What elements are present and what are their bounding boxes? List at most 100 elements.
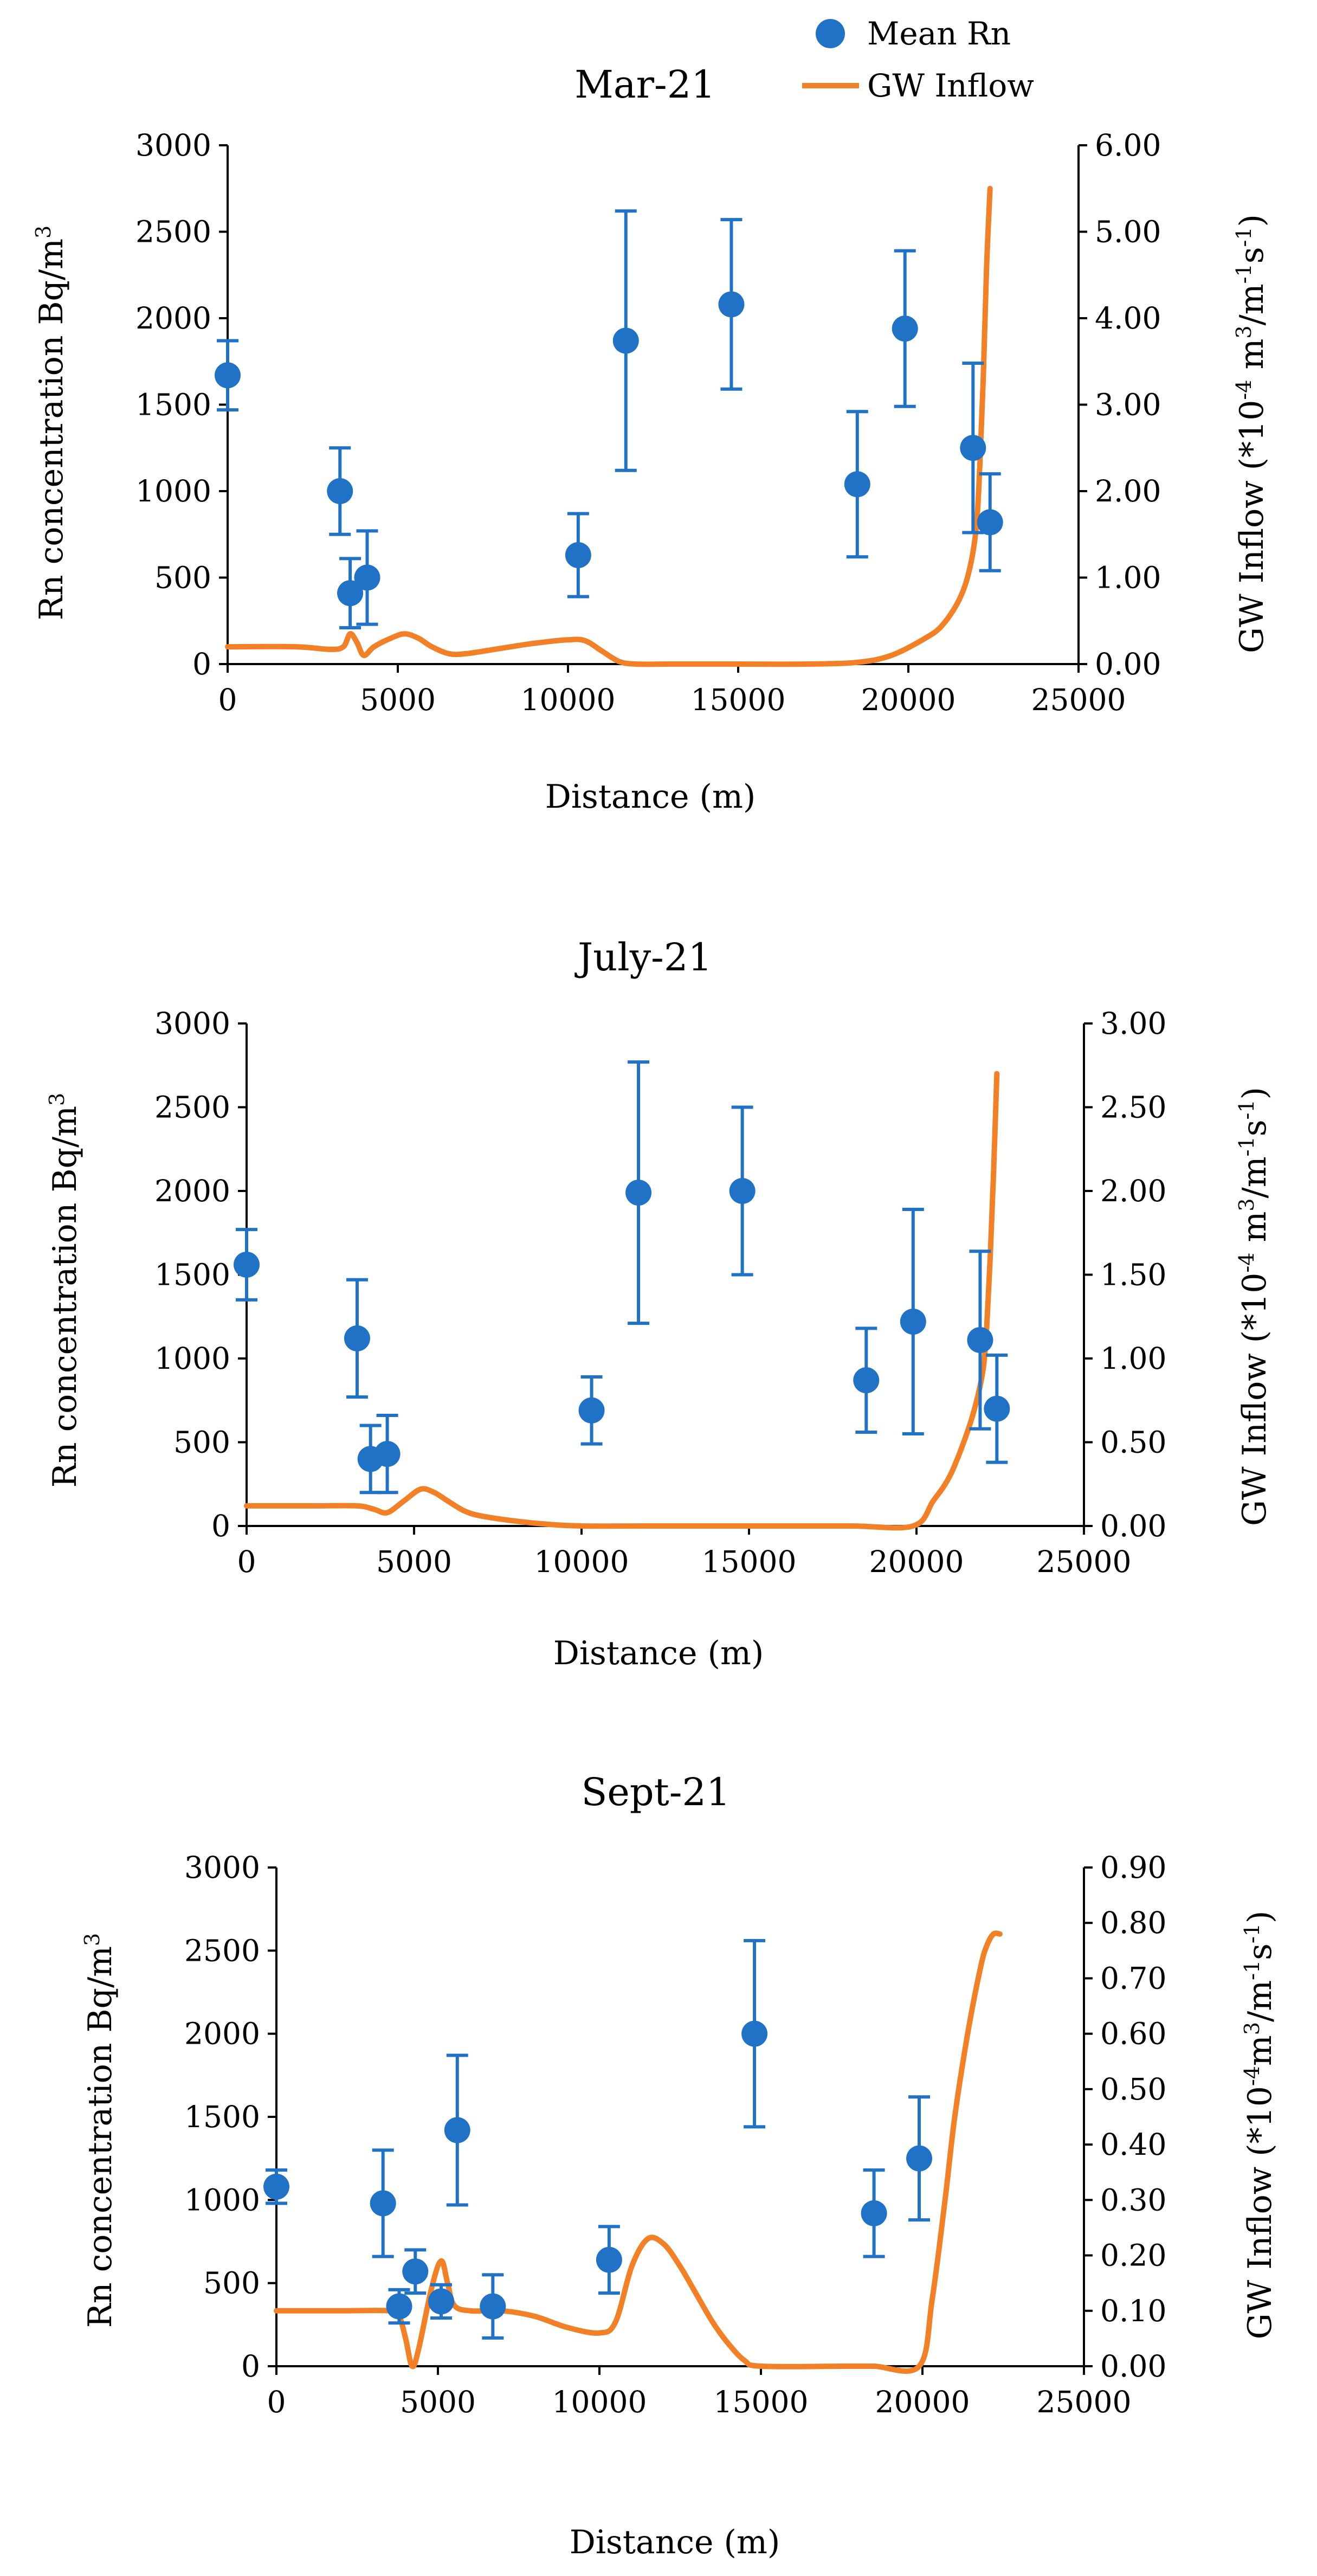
y2-tick-label: 0.60 bbox=[1100, 2017, 1166, 2051]
mean-rn-point bbox=[428, 2288, 454, 2315]
mean-rn-point bbox=[370, 2190, 396, 2217]
mean-rn-point bbox=[861, 2200, 887, 2226]
y-tick-label: 2000 bbox=[135, 301, 211, 336]
y2-tick-label: 6.00 bbox=[1095, 128, 1161, 163]
x-tick-label: 10000 bbox=[534, 1544, 629, 1579]
mean-rn-point bbox=[900, 1309, 926, 1335]
mean-rn-point bbox=[960, 435, 986, 461]
x-tick-label: 20000 bbox=[869, 1544, 964, 1579]
y-axis-label: Rn concentration Bq/m3 bbox=[31, 226, 70, 621]
x-axis-label: Distance (m) bbox=[553, 1634, 764, 1672]
mean-rn-point bbox=[596, 2246, 622, 2273]
mean-rn-point bbox=[741, 2020, 768, 2047]
y-tick-label: 0 bbox=[241, 2349, 260, 2384]
chart-title: Mar-21 bbox=[574, 62, 715, 107]
y2-tick-label: 1.50 bbox=[1100, 1258, 1166, 1292]
gw-inflow-group bbox=[274, 1930, 1003, 2374]
x-tick-label: 10000 bbox=[552, 2385, 647, 2419]
y2-tick-label: 0.50 bbox=[1100, 2072, 1166, 2107]
x-tick-label: 25000 bbox=[1037, 1544, 1132, 1579]
mean-rn-point bbox=[354, 564, 380, 591]
x-tick-label: 5000 bbox=[376, 1544, 452, 1579]
legend-gw-inflow-label: GW Inflow bbox=[867, 67, 1034, 104]
y-tick-label: 2500 bbox=[154, 1090, 230, 1125]
y2-tick-label: 0.00 bbox=[1095, 647, 1161, 681]
chart-title: July-21 bbox=[574, 935, 712, 980]
y-tick-label: 2500 bbox=[184, 1933, 260, 1968]
mean-rn-point bbox=[444, 2117, 470, 2143]
mean-rn-point bbox=[402, 2258, 429, 2285]
y2-axis-label: GW Inflow (*10-4 m3/m-1s-1) bbox=[1232, 214, 1271, 653]
y2-tick-label: 0.30 bbox=[1100, 2182, 1166, 2217]
mean-rn-point bbox=[327, 478, 353, 504]
mean-rn-point bbox=[565, 542, 591, 569]
mean-rn-point bbox=[578, 1397, 605, 1424]
y-tick-label: 0 bbox=[211, 1509, 230, 1543]
gw-inflow-line bbox=[274, 1930, 1003, 2374]
axes-group: 0 500 1000 1500 2000 2500 3000 0.00 1.00 2.00 3.00… bbox=[135, 128, 1161, 717]
mean-rn-point bbox=[892, 315, 918, 342]
mean-rn-point bbox=[263, 2173, 289, 2200]
x-tick-label: 5000 bbox=[360, 682, 436, 717]
mean-rn-group bbox=[234, 1060, 1010, 1495]
x-tick-label: 15000 bbox=[702, 1544, 797, 1579]
mean-rn-point bbox=[984, 1395, 1010, 1422]
x-tick-label: 0 bbox=[237, 1544, 256, 1579]
y2-tick-label: 2.00 bbox=[1095, 474, 1161, 508]
y-tick-label: 1000 bbox=[135, 474, 211, 508]
mean-rn-point bbox=[386, 2293, 412, 2320]
mean-rn-point bbox=[337, 580, 364, 607]
chart-mar-21: Mar-21 0 500 1000 1500 2000 2500 3000 0.00 1.00 2… bbox=[31, 62, 1271, 816]
y-tick-label: 500 bbox=[154, 561, 211, 595]
gw-inflow-group bbox=[225, 185, 993, 667]
mean-rn-point bbox=[718, 291, 745, 318]
mean-rn-point bbox=[625, 1180, 652, 1206]
mean-rn-point bbox=[374, 1441, 401, 1467]
y-tick-label: 1500 bbox=[135, 388, 211, 422]
x-tick-label: 25000 bbox=[1037, 2385, 1132, 2419]
mean-rn-point bbox=[234, 1251, 260, 1278]
y-tick-label: 1500 bbox=[184, 2100, 260, 2134]
axes-group: 0 500 1000 1500 2000 2500 3000 0.00 0.10 0.20 0.30… bbox=[184, 1850, 1166, 2419]
mean-rn-point bbox=[906, 2145, 933, 2172]
x-tick-label: 10000 bbox=[521, 682, 616, 717]
x-tick-label: 20000 bbox=[861, 682, 956, 717]
x-axis-label: Distance (m) bbox=[570, 2523, 780, 2561]
legend-mean-rn-label: Mean Rn bbox=[867, 15, 1011, 52]
y-tick-label: 500 bbox=[203, 2266, 260, 2301]
gw-inflow-line bbox=[225, 185, 993, 667]
y-axis-label: Rn concentration Bq/m3 bbox=[45, 1093, 84, 1488]
chart-title: Sept-21 bbox=[581, 1770, 730, 1814]
y2-tick-label: 3.00 bbox=[1100, 1006, 1166, 1041]
y-tick-label: 1000 bbox=[154, 1341, 230, 1376]
mean-rn-point bbox=[853, 1367, 880, 1394]
y2-tick-label: 0.10 bbox=[1100, 2294, 1166, 2328]
y-tick-label: 3000 bbox=[135, 128, 211, 163]
y-axis-label: Rn concentration Bq/m3 bbox=[80, 1933, 119, 2328]
mean-rn-point bbox=[729, 1178, 756, 1204]
y2-tick-label: 0.70 bbox=[1100, 1961, 1166, 1995]
mean-rn-group bbox=[263, 1939, 933, 2340]
x-tick-label: 0 bbox=[267, 2385, 286, 2419]
mean-rn-point bbox=[977, 509, 1003, 536]
x-tick-label: 25000 bbox=[1031, 682, 1126, 717]
y-tick-label: 2000 bbox=[184, 2017, 260, 2051]
x-axis-label: Distance (m) bbox=[545, 778, 756, 816]
y-tick-label: 1000 bbox=[184, 2182, 260, 2217]
x-tick-label: 5000 bbox=[400, 2385, 476, 2419]
y2-tick-label: 0.90 bbox=[1100, 1850, 1166, 1885]
y2-tick-label: 0.00 bbox=[1100, 2349, 1166, 2384]
y2-tick-label: 0.80 bbox=[1100, 1905, 1166, 1940]
mean-rn-point bbox=[844, 471, 870, 498]
y-tick-label: 3000 bbox=[184, 1850, 260, 1885]
legend: Mean Rn GW Inflow bbox=[802, 15, 1034, 104]
y2-tick-label: 4.00 bbox=[1095, 301, 1161, 336]
y2-tick-label: 1.00 bbox=[1100, 1341, 1166, 1376]
legend-mean-rn-marker bbox=[816, 19, 845, 48]
x-tick-label: 20000 bbox=[875, 2385, 970, 2419]
y-tick-label: 500 bbox=[173, 1425, 230, 1460]
x-tick-label: 15000 bbox=[691, 682, 786, 717]
y2-tick-label: 0.40 bbox=[1100, 2127, 1166, 2162]
y-tick-label: 2500 bbox=[135, 215, 211, 249]
